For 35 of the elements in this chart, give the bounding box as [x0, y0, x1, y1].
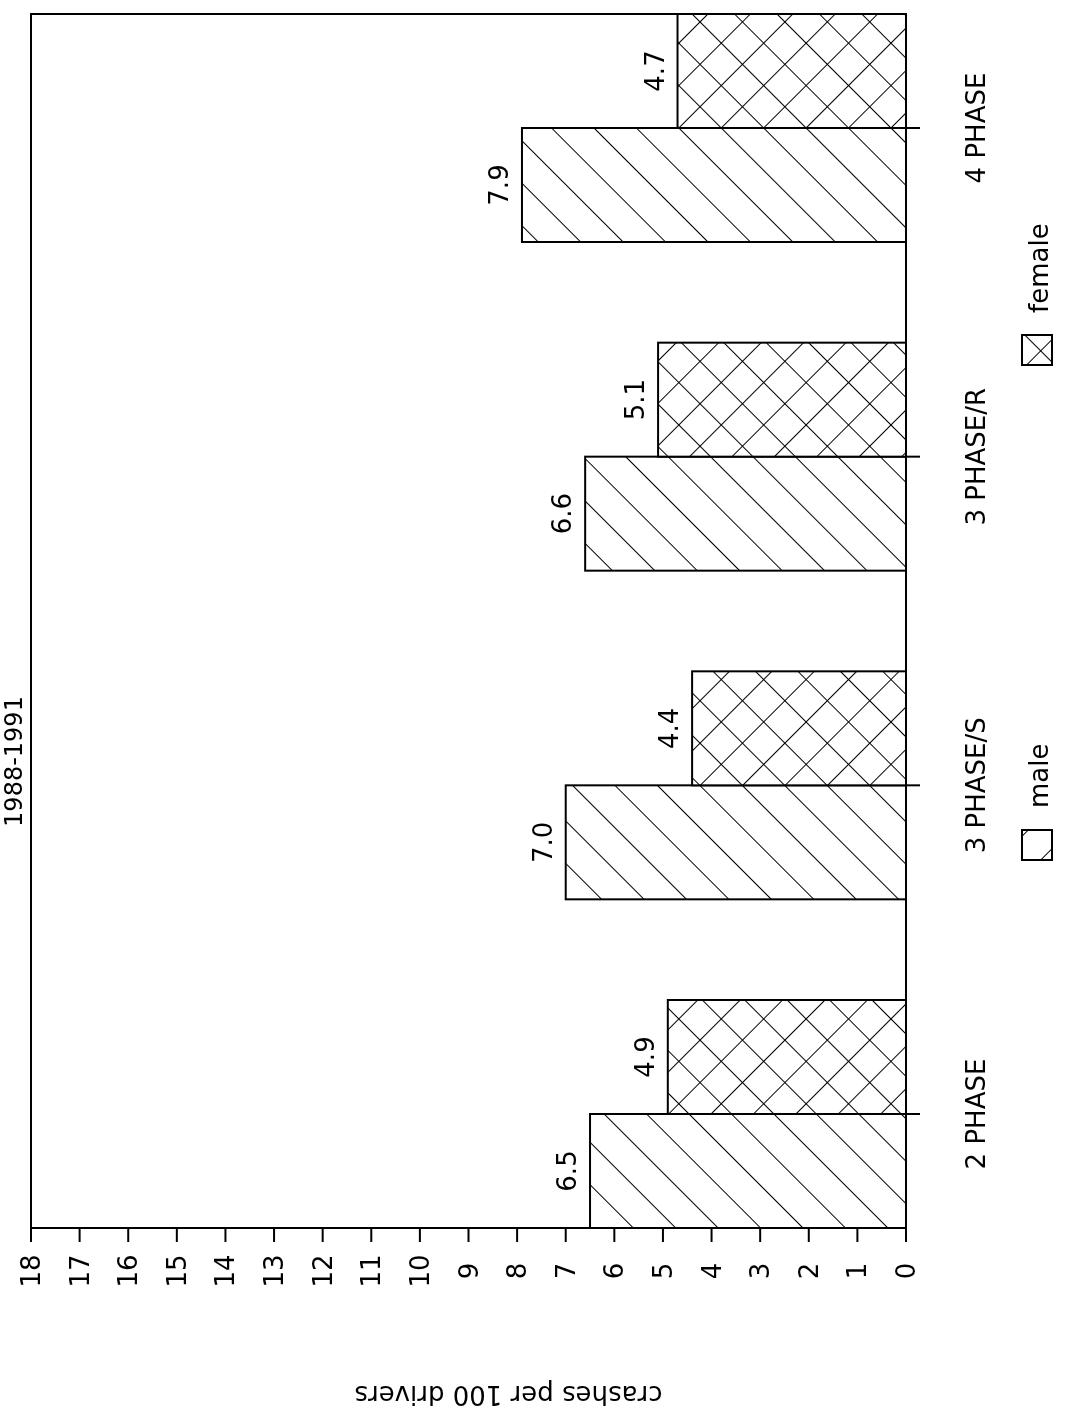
data-label: 7.9 [483, 164, 514, 206]
data-label: 4.9 [629, 1036, 660, 1078]
data-label: 6.6 [547, 492, 578, 535]
y-tick-label: 4 PHASE [961, 72, 991, 184]
x-tick-label: 17 [64, 1254, 95, 1288]
x-tick-label: 0 [891, 1262, 921, 1280]
x-tick-label: 18 [16, 1254, 46, 1288]
text: female [1024, 223, 1054, 313]
x-tick-label: 8 [502, 1262, 533, 1280]
x-axis-title: crashes per 100 drivers [354, 1380, 663, 1410]
data-label: 6.5 [552, 1150, 583, 1192]
x-tick-label: 15 [161, 1254, 192, 1288]
data-label: 7.0 [527, 821, 558, 864]
x-tick-label: 6 [599, 1262, 630, 1280]
x-tick-label: 11 [356, 1254, 387, 1288]
y-tick-label: 3 PHASE/R [961, 387, 991, 526]
text: male [1024, 743, 1054, 808]
x-tick-label: 4 [696, 1262, 727, 1280]
y-tick-label: 3 PHASE/S [961, 717, 991, 854]
x-tick-label: 13 [259, 1254, 290, 1288]
x-tick-label: 1 [842, 1262, 873, 1280]
x-tick-label: 12 [307, 1254, 338, 1288]
data-label: 5.1 [620, 378, 651, 421]
data-label: 4.7 [639, 50, 670, 92]
x-tick-label: 10 [404, 1254, 435, 1288]
data-label: 4.4 [654, 707, 685, 750]
x-tick-label: 2 [793, 1262, 824, 1280]
x-tick-label: 5 [647, 1262, 678, 1280]
x-tick-label: 14 [210, 1254, 241, 1288]
x-tick-label: 9 [453, 1262, 484, 1280]
text: 1988-1991 [0, 696, 28, 827]
x-tick-label: 3 [745, 1262, 776, 1280]
x-tick-label: 7 [550, 1262, 581, 1280]
x-tick-label: 16 [113, 1254, 144, 1288]
y-tick-label: 2 PHASE [961, 1058, 991, 1170]
